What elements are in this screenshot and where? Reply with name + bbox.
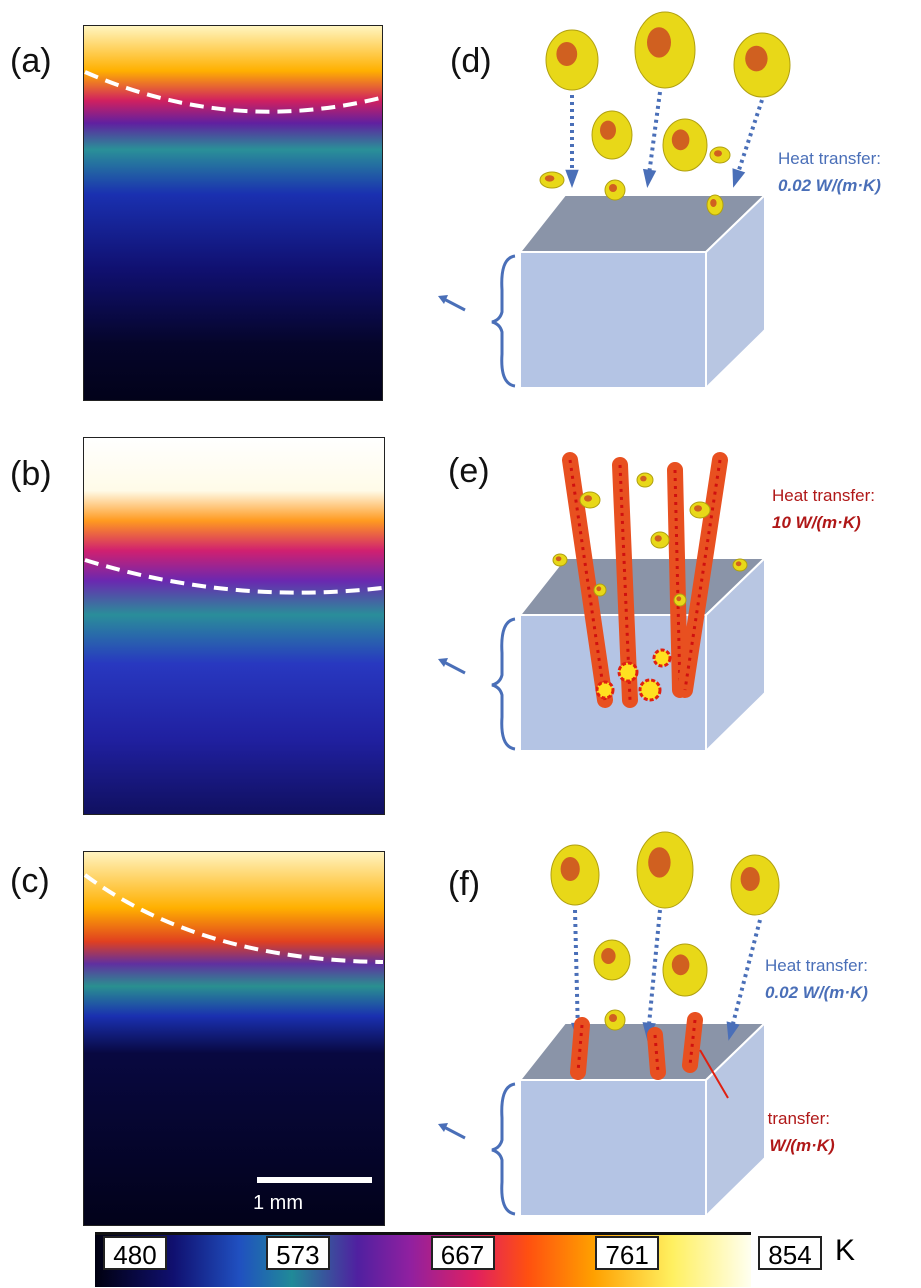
particle-core — [672, 954, 690, 975]
arrow-head — [565, 170, 578, 188]
particle-core — [609, 184, 617, 192]
dotted-arrow — [575, 910, 578, 1035]
particle-core — [601, 948, 615, 964]
particle-core — [745, 46, 767, 72]
particle-core — [672, 129, 690, 150]
arrow-head — [643, 169, 656, 188]
particle-core — [710, 199, 716, 207]
particle-core — [545, 175, 555, 181]
burst — [597, 682, 613, 698]
burst — [619, 663, 637, 681]
particle-core — [596, 586, 601, 591]
particle-core — [609, 1014, 617, 1022]
particle-core — [556, 556, 562, 561]
boundary — [85, 560, 382, 593]
arrow-head — [732, 168, 745, 187]
drawing — [0, 0, 921, 1288]
particle-core — [584, 495, 592, 501]
particle-core — [736, 561, 742, 566]
particle-core — [714, 150, 722, 156]
burst — [640, 680, 660, 700]
brace — [492, 619, 515, 749]
particle-core — [741, 867, 760, 891]
particle-core — [648, 847, 670, 877]
brace — [492, 1084, 515, 1214]
tube — [690, 1020, 695, 1065]
particle-core — [676, 596, 681, 601]
particle-core — [561, 857, 580, 881]
boundary — [85, 875, 383, 962]
dotted-arrow — [648, 910, 660, 1035]
particle-core — [600, 121, 616, 140]
particle-core — [647, 27, 671, 57]
particle-core — [655, 535, 662, 541]
particle-core — [640, 476, 646, 482]
dotted-arrow — [730, 920, 760, 1035]
cube-front — [520, 252, 706, 388]
dotted-arrow — [735, 100, 762, 182]
particle-core — [556, 42, 577, 66]
dotted-arrow — [648, 92, 660, 182]
burst — [654, 650, 670, 666]
figure: (a) (b) (c) 1 mm (d) (e) (f) Heat transf… — [0, 0, 921, 1288]
cube-front — [520, 1080, 706, 1216]
particle-core — [694, 505, 702, 511]
brace — [492, 256, 515, 386]
boundary — [85, 72, 380, 112]
